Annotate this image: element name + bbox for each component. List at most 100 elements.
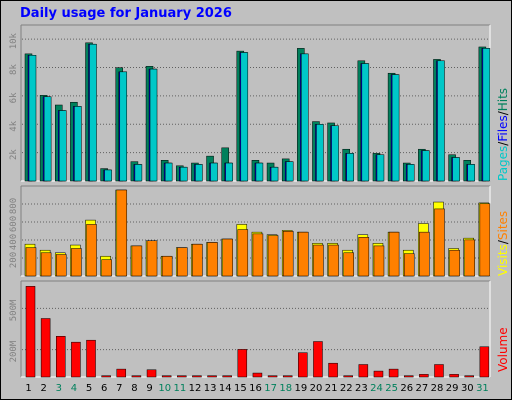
- visits-panel-legend: Visits/Sites: [496, 211, 510, 276]
- day-label: 10: [158, 383, 171, 394]
- sites-bar: [373, 245, 385, 277]
- day-label: 3: [56, 383, 62, 394]
- volume-bar: [343, 375, 353, 378]
- volume-bar: [298, 352, 308, 378]
- visits-panel-tick-label: 600: [9, 216, 19, 232]
- volume-bar: [116, 368, 127, 378]
- sites-bar: [222, 238, 233, 277]
- volume-panel-tick-label: 200M: [9, 340, 19, 362]
- chart-title: Daily usage for January 2026: [20, 6, 232, 21]
- sites-bar: [177, 247, 188, 277]
- pages-bar: [28, 55, 37, 182]
- sites-bar: [419, 231, 430, 277]
- day-label: 7: [116, 383, 122, 394]
- legend-sites: Sites: [496, 210, 510, 241]
- pages-bar: [119, 71, 128, 182]
- day-label: 19: [295, 383, 308, 394]
- day-label: 9: [146, 383, 152, 394]
- volume-bar: [146, 369, 157, 378]
- legend-pages: Pages: [496, 145, 510, 181]
- day-label: 4: [71, 383, 77, 394]
- day-label: 17: [264, 383, 277, 394]
- visits-panel-tick-label: 200: [9, 252, 19, 268]
- volume-bar: [56, 336, 66, 378]
- sites-bar: [388, 231, 400, 277]
- sites-bar: [207, 242, 218, 277]
- pages-bar: [195, 164, 203, 182]
- day-label: 18: [279, 383, 292, 394]
- volume-bar: [177, 375, 187, 378]
- volume-bar: [449, 374, 459, 378]
- pages-bar: [482, 48, 491, 182]
- pages-bar: [346, 153, 354, 182]
- day-label: 24: [370, 383, 383, 394]
- day-label: 26: [400, 383, 413, 394]
- pages-bar: [422, 150, 430, 182]
- visits-panel-tick-label: 800: [9, 198, 19, 214]
- pages-bar: [149, 68, 158, 182]
- sites-bar: [282, 231, 294, 277]
- volume-bar: [464, 375, 474, 378]
- legend-separator: /: [496, 240, 510, 245]
- volume-bar: [282, 375, 293, 378]
- sites-bar: [192, 243, 203, 277]
- sites-bar: [131, 245, 143, 277]
- volume-bar: [479, 346, 490, 378]
- day-label: 29: [446, 383, 459, 394]
- volume-bar: [161, 375, 172, 378]
- pages-bar: [467, 164, 475, 182]
- day-label: 12: [189, 383, 202, 394]
- volume-bar: [313, 341, 323, 378]
- pages-bar: [225, 162, 233, 182]
- pages-bar: [452, 157, 460, 182]
- day-label: 15: [234, 383, 247, 394]
- volume-bar: [71, 341, 81, 378]
- volume-bar: [388, 368, 399, 378]
- pages-bar: [74, 106, 82, 182]
- pages-bar: [89, 43, 97, 182]
- volume-bar: [252, 372, 263, 378]
- day-label: 11: [173, 383, 186, 394]
- pages-bar: [331, 125, 339, 182]
- volume-bar: [192, 375, 202, 378]
- day-label: 6: [101, 383, 107, 394]
- sites-bar: [40, 252, 52, 277]
- sites-bar: [101, 259, 112, 277]
- sites-bar: [449, 249, 460, 277]
- volume-bar: [40, 318, 51, 378]
- volume-bar: [237, 349, 248, 378]
- sites-bar: [358, 237, 370, 277]
- volume-bar: [101, 375, 111, 378]
- pages-bar: [301, 53, 309, 182]
- sites-bar: [464, 239, 475, 277]
- sites-bar: [161, 255, 173, 277]
- legend-separator: /: [496, 141, 510, 146]
- pages-bar: [164, 162, 173, 182]
- hits-panel-tick-label: 4k: [9, 120, 19, 131]
- hits-panel-tick-label: 2k: [9, 149, 19, 160]
- day-label: 13: [204, 383, 217, 394]
- pages-bar: [406, 164, 415, 182]
- visits-panel-tick-label: 400: [9, 234, 19, 250]
- sites-bar: [328, 244, 339, 277]
- day-label: 21: [325, 383, 338, 394]
- sites-bar: [434, 208, 445, 277]
- legend-volume: Volume: [496, 327, 510, 372]
- pages-bar: [361, 63, 370, 182]
- volume-bar: [358, 364, 369, 378]
- volume-bar: [222, 375, 232, 378]
- volume-bar: [131, 375, 142, 378]
- volume-panel-area: [21, 281, 490, 377]
- day-label: 25: [385, 383, 398, 394]
- sites-bar: [267, 235, 279, 277]
- volume-bar: [434, 364, 444, 378]
- pages-bar: [43, 96, 52, 182]
- hits-panel-tick-label: 6k: [9, 92, 19, 103]
- volume-bar: [267, 375, 278, 378]
- day-label: 8: [131, 383, 137, 394]
- legend-separator: /: [496, 111, 510, 116]
- hits-panel-tick-label: 8k: [9, 64, 19, 75]
- sites-bar: [56, 254, 67, 277]
